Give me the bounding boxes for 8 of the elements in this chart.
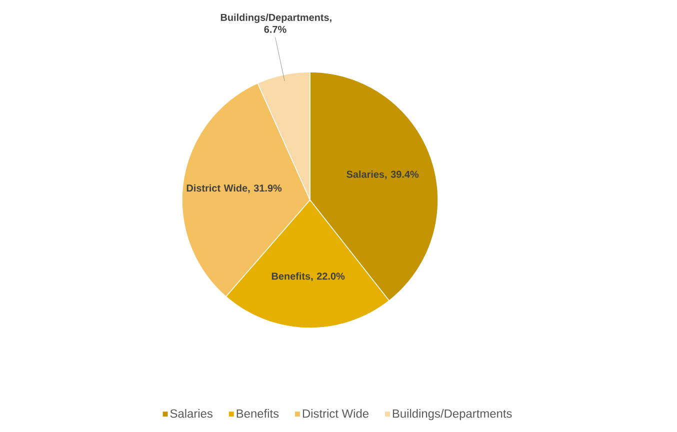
legend-label: Buildings/Departments [392,409,512,420]
data-label: Benefits, 22.0% [272,272,345,282]
legend-label: Benefits [236,409,279,418]
data-label: District Wide, 31.9% [186,184,282,194]
data-label: Buildings/Departments, 6.7% [220,14,332,33]
data-label: Salaries, 39.4% [346,170,419,180]
legend-label: Salaries [170,409,212,418]
legend-label: District Wide [302,409,368,418]
